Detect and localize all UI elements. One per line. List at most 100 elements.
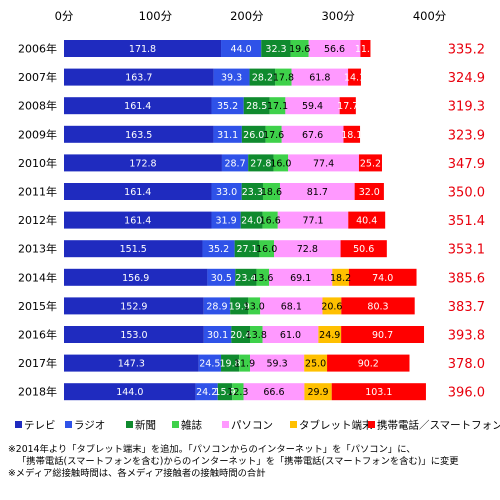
data-label: 17.7 [337,101,358,112]
bar-segment [279,183,355,200]
bar-segments [64,40,426,401]
year-label: 2006年 [18,42,57,56]
bar-segment [241,125,266,143]
bar-segment [235,268,257,286]
data-label: 29.9 [307,387,328,398]
total-label: 324.9 [448,71,485,86]
data-label: 50.6 [353,244,374,255]
bar-segment [265,125,282,143]
legend-label: 携帯電話／スマートフォン [377,419,500,432]
data-label: 156.9 [122,273,149,284]
y-axis-categories: 2006年 2007年 2008年 2009年 2010年 2011年 2012年 2013年… [18,42,57,399]
data-label: 39.3 [221,73,242,84]
data-label: 80.3 [367,301,388,312]
x-tick-label: 0分 [55,9,74,23]
bar-segment [221,40,262,57]
bar-segment [203,297,231,315]
data-label: 30.1 [207,330,228,341]
data-label: 28.7 [224,158,245,169]
bar-segment [262,183,280,200]
bar-segment [64,125,214,143]
total-label: 350.0 [448,186,485,201]
bar-segment [358,154,382,172]
bar-segment [304,383,332,401]
bar-segment [269,268,333,286]
bar-segment [291,68,349,86]
bar-segment [322,297,342,315]
year-label: 2018年 [18,385,57,399]
x-tick-label: 300分 [321,9,355,23]
data-label: 32.0 [359,187,380,198]
bar-segment [64,97,212,115]
bar-segment [256,268,270,286]
total-label: 396.0 [448,386,485,401]
data-label: 28.2 [252,73,273,84]
bar-segment [195,383,218,401]
data-label: 25.0 [305,359,326,370]
bar-segment [64,40,222,57]
bar-segment [231,326,250,343]
data-label: 13.8 [246,330,267,341]
data-label: 19.6 [289,44,310,55]
data-label: 81.7 [307,187,328,198]
data-label: 31.1 [217,130,238,141]
bar-segment [232,383,244,401]
data-label: 61.8 [309,73,330,84]
note-line-1: ※2014年より「タブレット端末」を追加。「パソコンからのインターネット」を「パ… [8,444,416,455]
bar-segment [203,326,232,343]
bar-segment [211,211,241,229]
data-label: 18.1 [341,130,362,141]
legend-label: 新聞 [135,419,156,432]
data-label: 24.5 [199,359,220,370]
year-label: 2010年 [18,156,57,170]
legend-swatch [15,421,22,428]
data-label: 77.1 [302,216,323,227]
data-label: 16.6 [260,216,281,227]
data-label: 161.4 [124,101,151,112]
bar-segment [211,183,242,200]
bar-segment [64,354,199,372]
bar-segment [331,383,426,401]
year-label: 2009年 [18,127,57,141]
bar-segment [285,97,340,115]
total-label: 393.8 [448,329,485,344]
total-label: 385.6 [448,271,485,286]
data-label: 147.3 [118,359,145,370]
total-labels: 335.2 324.9 319.3 323.9 347.9 350.0 351.4 353.1… [448,43,485,401]
x-tick-label: 400分 [413,9,447,23]
data-label: 17.6 [263,130,284,141]
data-label: 18.6 [261,187,282,198]
data-label: 11.0 [355,44,376,55]
data-label: 151.5 [120,244,147,255]
year-label: 2016年 [18,328,57,342]
legend-label: テレビ [24,420,56,432]
bar-segment [221,154,249,172]
bar-segment [243,97,270,115]
note-line-3: ※メディア総接触時間は、各メディア接触者の接触時間の合計 [8,468,266,479]
bar-segment [262,211,278,229]
total-label: 378.0 [448,357,485,372]
legend-swatch [222,421,229,428]
year-label: 2008年 [18,99,57,113]
bar-segment [308,40,361,57]
data-label: 66.6 [263,387,284,398]
bar-segment [64,240,203,258]
bar-segment [327,354,410,372]
data-label: 161.4 [124,187,151,198]
bar-segment [64,183,212,200]
data-label: 32.3 [265,44,286,55]
bar-segment [261,40,291,57]
data-label: 144.0 [116,387,143,398]
data-label: 19.9 [229,301,250,312]
legend-swatch [172,421,179,428]
x-tick-label: 100分 [139,9,173,23]
legend-swatch [290,421,297,428]
year-label: 2015年 [18,299,57,313]
data-label: 35.2 [208,244,229,255]
bar-segment [248,154,274,172]
bar-segment [269,97,286,115]
bar-segment [341,297,415,315]
data-label: 103.1 [365,387,392,398]
data-label: 24.2 [196,387,217,398]
bar-segment [64,297,204,315]
